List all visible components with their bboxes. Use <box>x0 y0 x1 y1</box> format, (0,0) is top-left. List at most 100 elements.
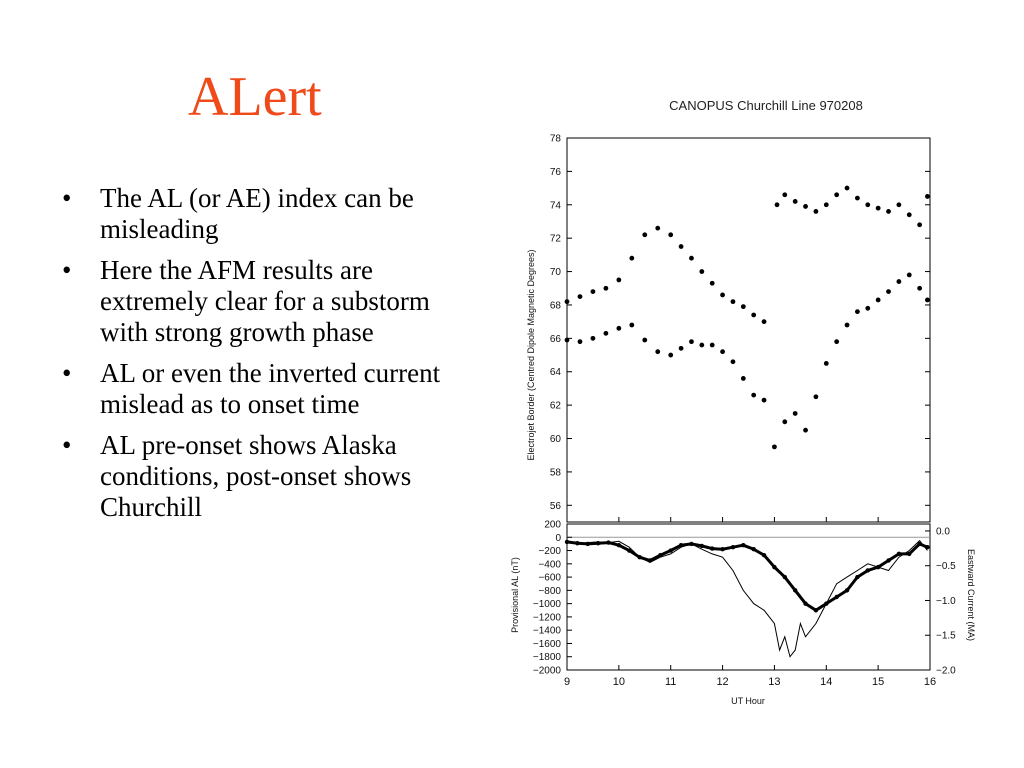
current-data-point <box>658 552 663 558</box>
top-data-point <box>642 337 648 343</box>
top-ytick-label: 78 <box>550 134 562 145</box>
top-data-point <box>577 294 583 300</box>
bottom-ytick-label: −1000 <box>533 599 562 610</box>
top-data-point <box>925 297 930 303</box>
bottom-xtick-label: 11 <box>665 676 676 688</box>
top-data-point <box>616 277 622 283</box>
top-data-point <box>678 244 684 249</box>
top-data-point <box>906 212 912 218</box>
top-data-point <box>629 255 635 261</box>
bottom-y2tick-label: −1.0 <box>936 596 956 607</box>
top-data-point <box>590 289 596 294</box>
bullet-text: AL or even the inverted current mislead … <box>100 358 441 419</box>
top-data-point <box>689 339 694 345</box>
current-data-point <box>616 543 622 548</box>
current-data-point <box>886 558 891 563</box>
top-ytick-label: 72 <box>550 234 562 245</box>
bottom-ytick-label: −200 <box>538 546 561 557</box>
top-data-point <box>855 195 860 201</box>
current-data-point <box>917 541 922 547</box>
bottom-xlabel: UT Hour <box>731 696 765 706</box>
top-data-point <box>823 202 829 208</box>
current-data-point <box>689 541 694 547</box>
top-data-point <box>792 411 798 416</box>
bottom-plot-frame <box>566 523 931 671</box>
chart-figure: CANOPUS Churchill Line 970208 56 58 60 62 64… <box>510 98 976 706</box>
current-data-point <box>896 551 902 557</box>
bottom-ytick-label: −1200 <box>533 612 562 623</box>
bullet-item: • AL pre-onset shows Alaska conditions, p… <box>58 430 468 523</box>
top-ytick-label: 60 <box>550 434 562 445</box>
current-data-point <box>595 541 601 546</box>
top-ytick-label: 62 <box>550 401 562 412</box>
top-data-point <box>925 194 930 199</box>
top-data-point <box>699 269 705 274</box>
bullet-item: • Here the AFM results are extremely clea… <box>58 255 468 348</box>
current-data-point <box>668 548 673 553</box>
bottom-ytick-label: −400 <box>538 559 561 570</box>
bottom-y2tick-label: −1.5 <box>936 631 956 642</box>
figure: CANOPUS Churchill Line 970208 56 58 60 62 64… <box>498 90 978 715</box>
current-data-point <box>606 540 611 545</box>
bullet-text: Here the AFM results are extremely clear… <box>100 255 430 347</box>
bullet-text: AL pre-onset shows Alaska conditions, po… <box>100 430 412 522</box>
top-data-point <box>603 285 609 291</box>
top-ytick-label: 68 <box>550 300 562 311</box>
top-data-point <box>782 419 788 425</box>
top-data-point <box>629 322 635 328</box>
top-data-point <box>844 322 850 328</box>
bottom-xtick-label: 12 <box>716 676 728 688</box>
bullet-item: • AL or even the inverted current mislead… <box>58 358 468 420</box>
top-data-point <box>655 349 661 355</box>
top-data-point <box>761 397 767 403</box>
top-data-point <box>896 202 902 208</box>
current-data-point <box>761 552 767 558</box>
top-data-point <box>603 330 609 336</box>
current-data-point <box>855 574 860 580</box>
current-data-point <box>803 601 808 606</box>
top-data-point <box>823 360 829 366</box>
chart-title: CANOPUS Churchill Line 970208 <box>669 98 863 113</box>
top-data-point <box>886 209 891 214</box>
top-data-point <box>564 299 570 305</box>
current-data-point <box>865 568 870 573</box>
top-data-point <box>774 202 780 208</box>
bottom-y2tick-label: −0.5 <box>936 561 956 572</box>
current-data-point <box>907 551 912 557</box>
top-ytick-label: 74 <box>550 200 562 211</box>
top-data-point <box>761 319 767 325</box>
current-data-point <box>710 546 715 551</box>
current-data-point <box>834 594 839 600</box>
top-ytick-label: 58 <box>550 467 562 478</box>
top-data-point <box>642 232 648 238</box>
bottom-y2label: Eastward Current (MA) <box>966 549 976 641</box>
current-data-point <box>824 601 829 606</box>
top-ytick-label: 66 <box>550 334 562 345</box>
top-data-point <box>590 335 596 341</box>
top-data-point <box>906 272 912 278</box>
top-data-point <box>844 185 850 191</box>
top-data-point <box>616 325 622 331</box>
top-data-point <box>917 285 923 291</box>
bottom-y2tick-label: −2.0 <box>936 666 956 677</box>
top-data-point <box>730 359 736 365</box>
bullet-dot: • <box>62 430 72 460</box>
top-data-point <box>813 394 819 400</box>
current-data-point <box>720 547 725 552</box>
bullet-dot: • <box>62 255 72 285</box>
top-data-point <box>855 309 860 315</box>
bullet-list: • The AL (or AE) index can be misleading … <box>58 183 468 533</box>
top-data-point <box>792 199 798 204</box>
al-line <box>566 539 928 658</box>
top-ytick-label: 70 <box>550 267 562 278</box>
top-data-point <box>577 339 583 345</box>
top-data-point <box>865 202 871 208</box>
top-data-point <box>709 342 715 348</box>
top-data-point <box>886 289 891 294</box>
current-data-point <box>875 564 881 570</box>
current-data-point <box>925 545 930 550</box>
top-ytick-label: 64 <box>550 367 562 378</box>
top-data-point <box>751 312 757 318</box>
bottom-y2tick-label: 0.0 <box>936 526 950 537</box>
top-data-point <box>668 352 674 358</box>
